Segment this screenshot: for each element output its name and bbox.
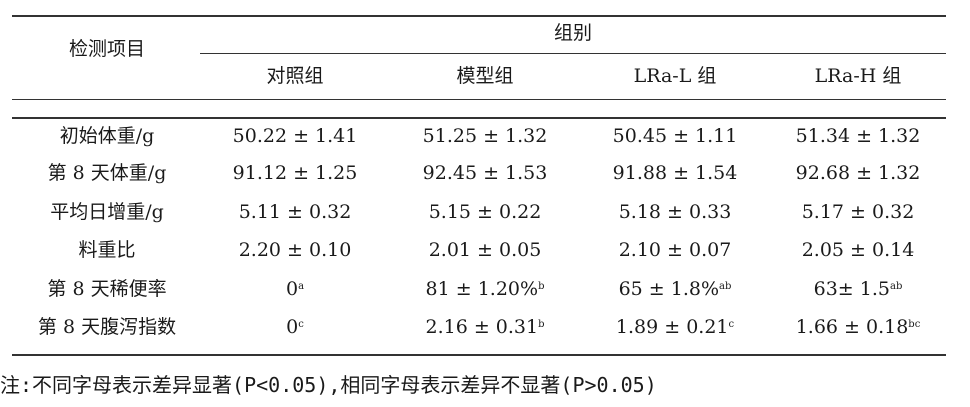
table-footnote: 注:不同字母表示差异显著(P<0.05),相同字母表示差异不显著(P>0.05) <box>0 373 657 397</box>
column-header: 模型组 <box>456 65 514 87</box>
cell-value: 5.11 ± 0.32 <box>238 201 352 223</box>
cell-value: 1.89 ± 0.21 <box>615 316 729 338</box>
significance-letter: ab <box>889 281 903 292</box>
table-cell: 2.16 ± 0.31b <box>390 315 580 339</box>
header-item: 检测项目 <box>68 38 145 60</box>
table-cell: 50.45 ± 1.11 <box>580 124 770 148</box>
significance-letter: b <box>538 319 545 330</box>
significance-letter: a <box>298 281 305 292</box>
cell-value: 5.17 ± 0.32 <box>801 201 915 223</box>
cell-value: 2.10 ± 0.07 <box>618 239 732 261</box>
column-header: 对照组 <box>266 65 324 87</box>
cell-value: 50.22 ± 1.41 <box>232 125 358 147</box>
column-header: LRa-L 组 <box>633 65 717 87</box>
cell-value: 2.20 ± 0.10 <box>238 239 352 261</box>
cell-value: 92.45 ± 1.53 <box>422 162 548 184</box>
table-cell: 2.10 ± 0.07 <box>580 238 770 262</box>
table-cell: 5.18 ± 0.33 <box>580 200 770 224</box>
table-cell: 92.45 ± 1.53 <box>390 161 580 185</box>
cell-value: 51.25 ± 1.32 <box>422 125 548 147</box>
cell-value: 63± 1.5 <box>813 278 890 300</box>
table-cell: 1.66 ± 0.18bc <box>770 315 946 339</box>
table-cell: 0a <box>200 277 390 301</box>
table-cell: 2.01 ± 0.05 <box>390 238 580 262</box>
significance-letter: bc <box>908 319 921 330</box>
table-cell: 0c <box>200 315 390 339</box>
significance-letter: ab <box>719 281 732 292</box>
cell-value: 91.88 ± 1.54 <box>612 162 738 184</box>
header-group: 组别 <box>553 22 592 44</box>
cell-value: 51.34 ± 1.32 <box>795 125 921 147</box>
table-cell: 63± 1.5ab <box>770 277 946 301</box>
table-cell: 81 ± 1.20%b <box>390 277 580 301</box>
table-cell: 5.11 ± 0.32 <box>200 200 390 224</box>
cell-value: 2.16 ± 0.31 <box>425 316 539 338</box>
cell-value: 0 <box>286 316 299 338</box>
table-cell: 2.05 ± 0.14 <box>770 238 946 262</box>
cell-value: 50.45 ± 1.11 <box>612 125 738 147</box>
cell-value: 0 <box>285 278 299 300</box>
row-label: 平均日增重/g <box>50 201 164 223</box>
row-label: 第 8 天腹泻指数 <box>37 316 177 338</box>
row-label: 第 8 天稀便率 <box>47 278 167 300</box>
row-label: 第 8 天体重/g <box>47 162 167 184</box>
significance-letter: c <box>728 319 735 330</box>
cell-value: 5.15 ± 0.22 <box>428 201 542 223</box>
table-cell: 50.22 ± 1.41 <box>200 124 390 148</box>
significance-letter: c <box>298 319 304 330</box>
body-top-rule <box>12 117 946 119</box>
group-rule <box>200 53 946 54</box>
top-rule <box>12 15 946 17</box>
cell-value: 91.12 ± 1.25 <box>232 162 358 184</box>
table-cell: 5.17 ± 0.32 <box>770 200 946 224</box>
table-cell: 65 ± 1.8%ab <box>580 277 770 301</box>
table-cell: 1.89 ± 0.21c <box>580 315 770 339</box>
column-header: LRa-H 组 <box>814 65 902 87</box>
table-cell: 2.20 ± 0.10 <box>200 238 390 262</box>
table-cell: 51.34 ± 1.32 <box>770 124 946 148</box>
table-cell: 91.12 ± 1.25 <box>200 161 390 185</box>
cell-value: 81 ± 1.20% <box>425 278 539 300</box>
cell-value: 65 ± 1.8% <box>618 278 720 300</box>
cell-value: 2.05 ± 0.14 <box>801 239 915 261</box>
table-cell: 92.68 ± 1.32 <box>770 161 946 185</box>
cell-value: 1.66 ± 0.18 <box>795 316 909 338</box>
cell-value: 2.01 ± 0.05 <box>428 239 542 261</box>
cell-value: 92.68 ± 1.32 <box>795 162 921 184</box>
header-rule <box>12 99 946 100</box>
table-cell: 5.15 ± 0.22 <box>390 200 580 224</box>
table-cell: 51.25 ± 1.32 <box>390 124 580 148</box>
bottom-rule <box>12 354 946 356</box>
cell-value: 5.18 ± 0.33 <box>618 201 732 223</box>
table-cell: 91.88 ± 1.54 <box>580 161 770 185</box>
row-label: 料重比 <box>78 239 136 261</box>
significance-letter: b <box>538 281 545 292</box>
row-label: 初始体重/g <box>59 125 155 147</box>
